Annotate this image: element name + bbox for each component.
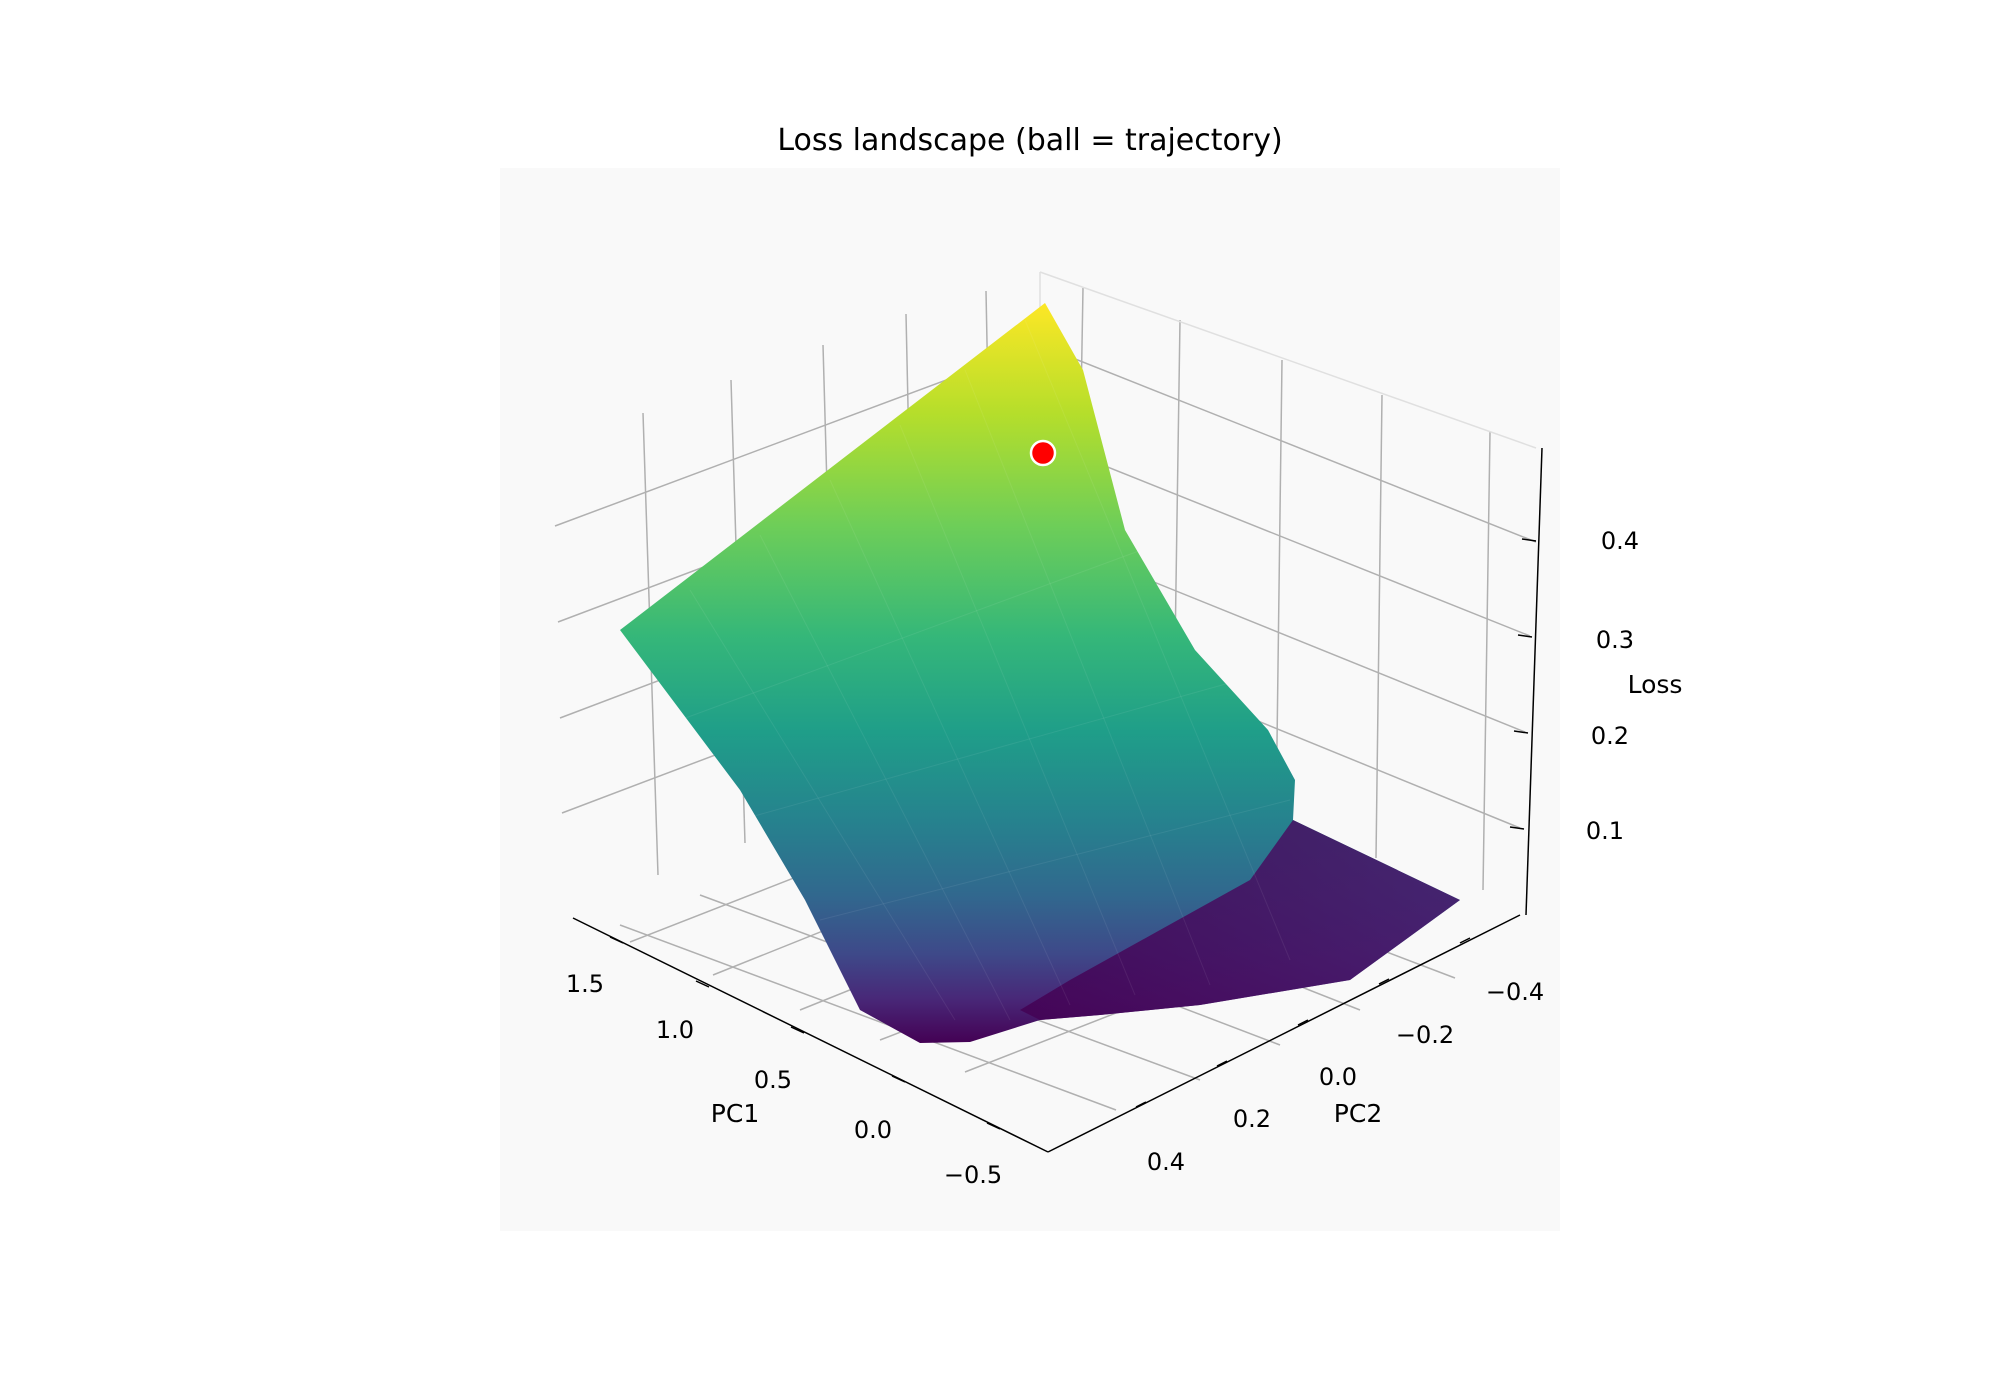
- y-axis-label: PC2: [1334, 1099, 1382, 1128]
- z-tick-labels: 0.1 0.2 0.3 0.4: [1586, 527, 1639, 845]
- y-tick-labels: −0.4 −0.2 0.0 0.2 0.4: [1147, 978, 1544, 1176]
- loss-surface: [620, 303, 1460, 1043]
- x-tick-labels: −0.5 0.0 0.5 1.0 1.5: [566, 970, 1002, 1189]
- y-tick-label: −0.2: [1396, 1021, 1454, 1049]
- z-tick-label: 0.3: [1596, 626, 1634, 654]
- x-axis-label: PC1: [711, 1099, 759, 1128]
- z-tick-label: 0.4: [1601, 527, 1639, 555]
- x-tick-label: 1.0: [656, 1016, 694, 1044]
- trajectory-ball: [1029, 439, 1057, 467]
- z-axis-label: Loss: [1628, 670, 1683, 699]
- y-tick-label: 0.4: [1147, 1148, 1185, 1176]
- z-tick-label: 0.1: [1586, 817, 1624, 845]
- x-tick-label: −0.5: [944, 1161, 1002, 1189]
- x-tick-label: 0.0: [854, 1116, 892, 1144]
- z-tick-label: 0.2: [1591, 722, 1629, 750]
- x-axis: [572, 917, 1049, 1153]
- x-tick-label: 0.5: [754, 1066, 792, 1094]
- y-tick-label: 0.0: [1319, 1063, 1357, 1091]
- chart-title: Loss landscape (ball = trajectory): [777, 123, 1282, 158]
- x-tick-label: 1.5: [566, 970, 604, 998]
- y-tick-label: 0.2: [1233, 1105, 1271, 1133]
- y-axis: [1047, 914, 1521, 1153]
- z-axis: [1509, 447, 1543, 916]
- y-tick-label: −0.4: [1486, 978, 1544, 1006]
